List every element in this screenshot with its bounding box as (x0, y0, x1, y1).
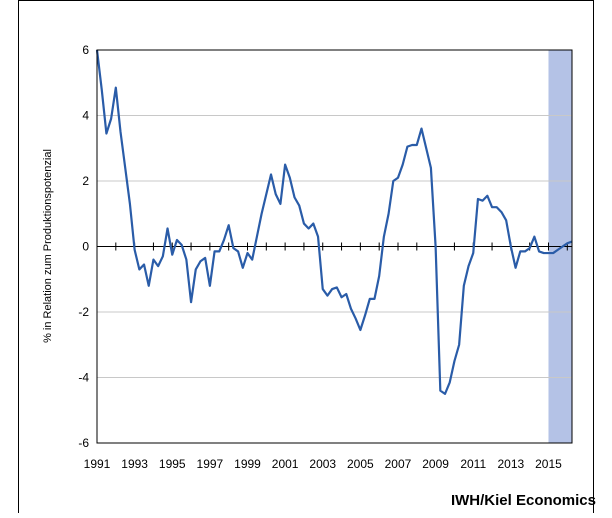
x-tick-label: 1997 (197, 457, 224, 471)
x-tick-label: 1995 (159, 457, 186, 471)
source: IWH/Kiel Economics (451, 492, 596, 509)
outer-frame (18, 0, 594, 518)
y-tick-label: 6 (82, 43, 89, 57)
y-tick-label: 2 (82, 174, 89, 188)
x-tick-label: 1991 (84, 457, 111, 471)
y-axis-label: % in Relation zum Produktionspotenzial (42, 149, 54, 343)
x-tick-label: 1999 (234, 457, 261, 471)
y-tick-label: -4 (78, 371, 89, 385)
x-tick-label: 2013 (498, 457, 525, 471)
x-tick-label: 2011 (460, 457, 486, 471)
x-tick-label: 2007 (385, 457, 412, 471)
y-tick-label: 4 (82, 109, 89, 123)
y-tick-label: -2 (78, 305, 89, 319)
x-tick-label: 1993 (121, 457, 148, 471)
series-line (95, 49, 573, 395)
plot-frame (96, 49, 573, 444)
x-tick-label: 2001 (272, 457, 299, 471)
x-tick-label: 2015 (535, 457, 562, 471)
x-tick-label: 2003 (309, 457, 336, 471)
y-tick-label: 0 (82, 240, 89, 254)
y-tick-label: -6 (78, 436, 89, 450)
x-tick-label: 2005 (347, 457, 374, 471)
x-tick-label: 2009 (422, 457, 449, 471)
